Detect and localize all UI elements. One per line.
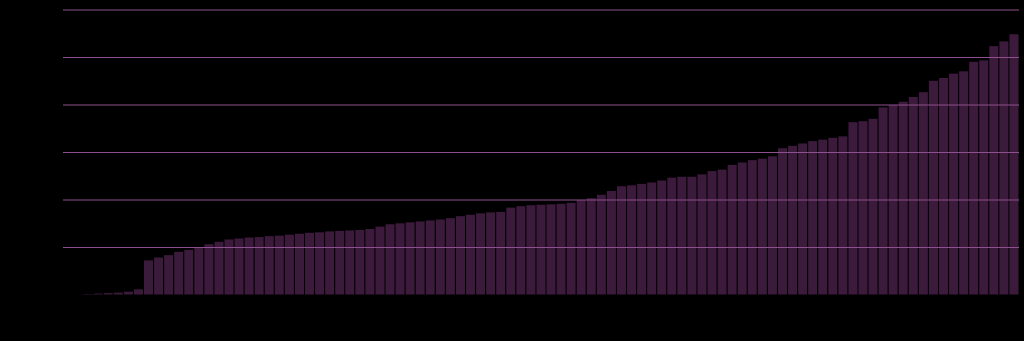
bar [787, 144, 799, 296]
bar [263, 235, 275, 296]
bar [817, 138, 829, 296]
bar [465, 213, 477, 296]
bar [525, 204, 537, 296]
bar [696, 173, 708, 296]
bar [907, 95, 919, 296]
bar [153, 256, 165, 296]
bar [666, 176, 678, 296]
bar [515, 205, 527, 296]
bar [404, 221, 416, 296]
bar [495, 210, 507, 296]
bar [716, 168, 728, 296]
bar [293, 232, 306, 296]
bar [475, 212, 487, 296]
bar [505, 206, 517, 296]
bar [434, 218, 446, 296]
bar [565, 201, 577, 296]
bar [897, 100, 909, 296]
bar [92, 292, 104, 296]
bar [706, 170, 718, 296]
bar [374, 225, 386, 296]
bar [233, 237, 245, 296]
bar [444, 217, 456, 296]
bar [132, 288, 145, 296]
bar [122, 290, 134, 296]
bar [555, 202, 567, 296]
bar [847, 121, 859, 296]
bar [173, 250, 185, 296]
bar [424, 219, 436, 296]
bar [615, 185, 628, 296]
bar [807, 140, 819, 296]
bar [948, 72, 960, 296]
bar [766, 155, 778, 296]
bar [776, 147, 789, 296]
bar [917, 91, 929, 296]
bar [605, 190, 617, 296]
bar [384, 223, 396, 296]
bar [867, 117, 879, 296]
bar [535, 203, 547, 296]
bar [545, 203, 557, 296]
bar [797, 142, 809, 296]
bar [143, 259, 155, 296]
bar [988, 45, 1000, 296]
bar [937, 76, 950, 296]
bar [102, 292, 114, 296]
bar [626, 184, 638, 296]
bar [364, 228, 376, 296]
bar [334, 229, 346, 296]
bar [676, 175, 688, 296]
bar [726, 163, 738, 296]
bar [324, 230, 336, 296]
bar [998, 40, 1010, 296]
bar [736, 161, 748, 296]
bar [213, 240, 225, 296]
bar [112, 291, 124, 296]
bar [354, 228, 366, 296]
bar [394, 222, 406, 296]
bar [595, 193, 607, 296]
bar [243, 236, 255, 296]
bar [193, 247, 205, 296]
bar [857, 120, 869, 296]
bar [283, 233, 295, 296]
bar [62, 293, 74, 296]
bar [454, 215, 467, 296]
bar [968, 60, 980, 296]
bar [837, 135, 849, 296]
bar [746, 159, 758, 296]
bar [82, 293, 94, 296]
bar [485, 211, 497, 296]
bar [163, 254, 175, 296]
bar [978, 59, 990, 296]
bar [756, 157, 768, 296]
bar [253, 236, 265, 296]
bar [827, 136, 839, 296]
bar [314, 231, 326, 296]
bar [1008, 33, 1020, 296]
bar [414, 220, 426, 296]
bar [344, 229, 356, 296]
bar [273, 234, 285, 296]
bar [958, 70, 970, 296]
bar [686, 175, 698, 296]
bar [203, 243, 215, 296]
bar [927, 79, 939, 296]
bar [656, 179, 668, 296]
bar [72, 293, 84, 296]
bar [646, 181, 658, 296]
bar [304, 231, 316, 296]
bar [183, 248, 195, 296]
bar [585, 197, 597, 296]
bar [877, 106, 889, 296]
